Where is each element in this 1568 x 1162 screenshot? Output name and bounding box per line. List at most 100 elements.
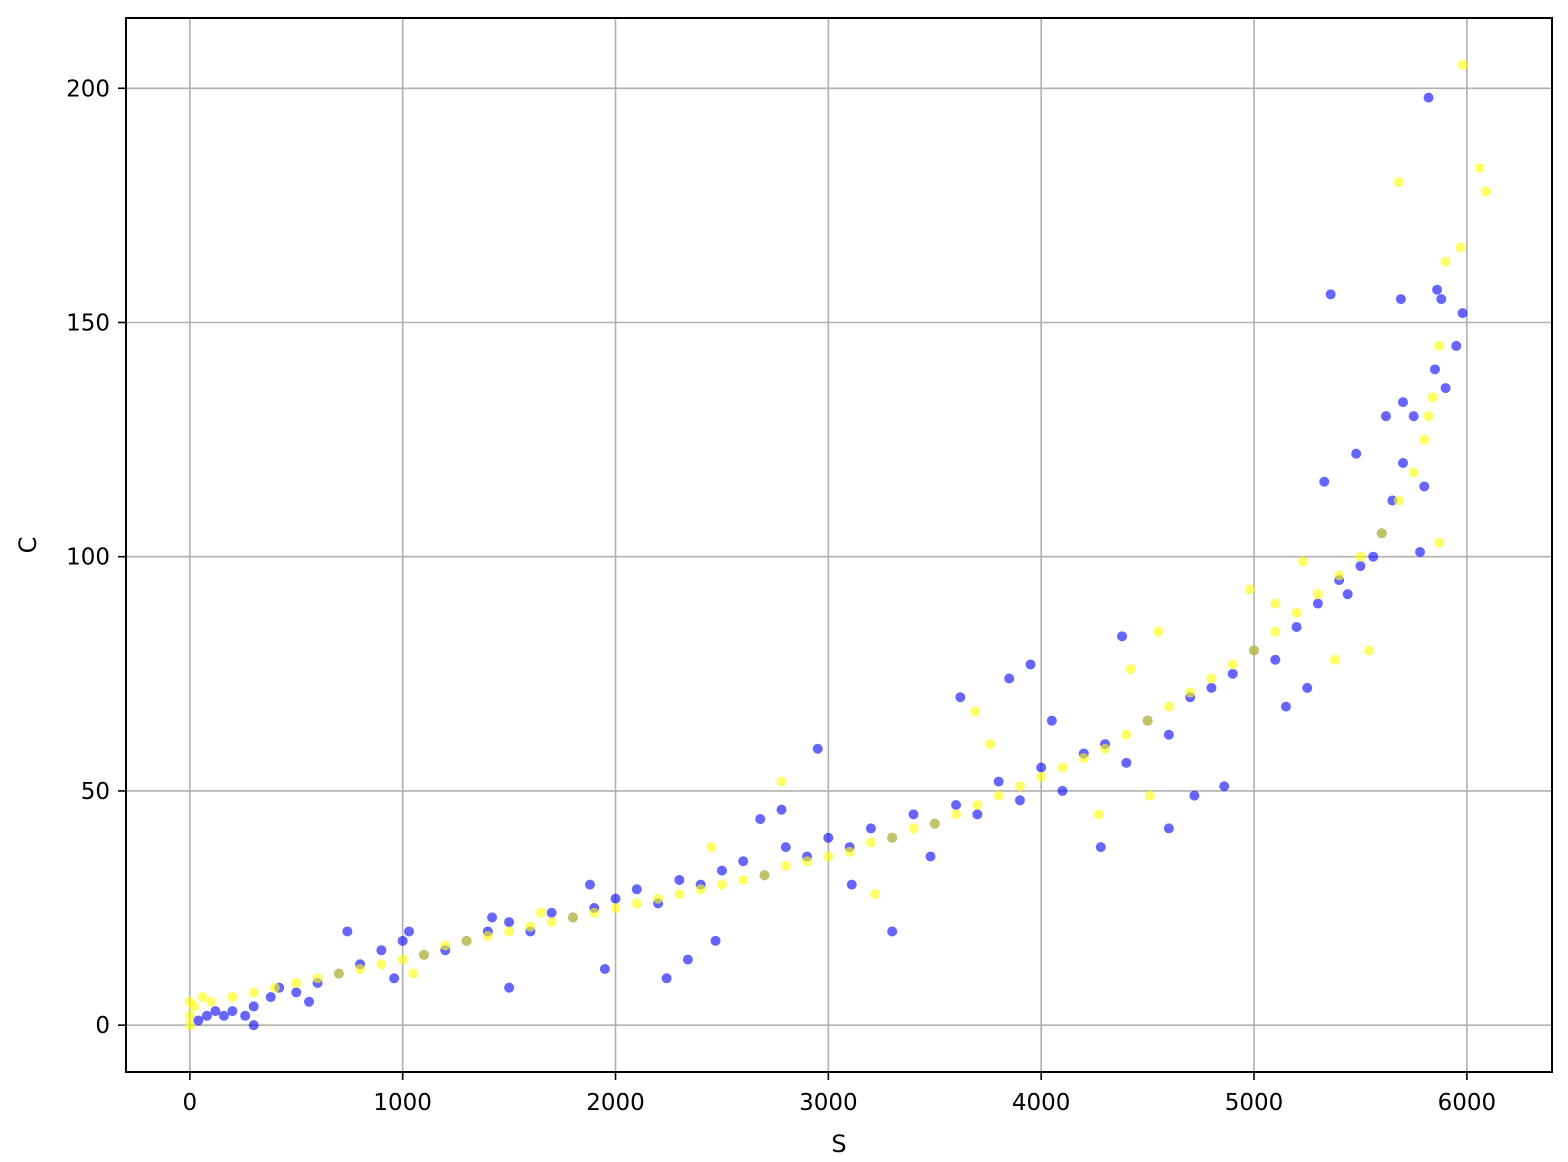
data-point-series-1 [1457,308,1468,319]
data-point-series-2 [504,926,515,937]
data-point-series-1 [1415,547,1426,558]
data-point-series-2 [1125,664,1136,675]
data-point-series-2 [1144,790,1155,801]
data-point-series-1 [780,842,791,853]
data-point-series-1 [1046,715,1057,726]
data-point-series-2 [844,846,855,857]
grid-lines [126,18,1552,1072]
data-point-series-1 [1227,668,1238,679]
data-point-series-1 [972,809,983,820]
data-point-series-1 [584,879,595,890]
data-point-series-1 [1117,631,1128,642]
x-tick-labels: 0 1000 2000 3000 4000 5000 6000 [183,1090,1497,1116]
data-point-series-1 [908,809,919,820]
data-point-series-2 [1185,687,1196,698]
data-point-series-1 [1014,795,1025,806]
data-point-series-2 [589,907,600,918]
data-point-series-2 [1078,753,1089,764]
data-point-series-1 [661,973,672,984]
data-point-series-1 [951,799,962,810]
data-point-series-1 [210,1006,221,1017]
data-point-series-1 [1095,842,1106,853]
data-point-series-2 [546,917,557,928]
data-point-series-1 [342,926,353,937]
data-point-series-2 [206,996,217,1007]
data-point-series-2 [1355,551,1366,562]
data-point-series-1 [1319,476,1330,487]
data-point-series-2 [985,739,996,750]
data-point-series-2 [1427,392,1438,403]
data-point-series-2 [674,888,685,899]
y-tick-label: 200 [66,76,110,102]
data-point-series-1 [710,935,721,946]
data-point-series-1 [504,917,515,928]
data-points [184,59,1492,1031]
data-point-series-1 [1219,781,1230,792]
plot-frame [125,17,1553,1073]
data-point-series-2 [929,818,940,829]
data-point-series-2 [482,931,493,942]
data-point-series-1 [1432,284,1443,295]
data-point-series-2 [1206,673,1217,684]
data-point-series-2 [1434,537,1445,548]
data-point-series-2 [248,987,259,998]
data-point-series-1 [1380,411,1391,422]
x-axis-label: S [831,1130,846,1158]
y-tick-label: 0 [95,1013,110,1039]
data-point-series-1 [1429,364,1440,375]
data-point-series-2 [695,884,706,895]
data-point-series-2 [1457,59,1468,70]
data-point-series-1 [1408,411,1419,422]
data-point-series-2 [269,982,280,993]
data-point-series-2 [567,912,578,923]
data-point-series-1 [1036,762,1047,773]
data-point-series-2 [1329,654,1340,665]
data-point-series-2 [1014,781,1025,792]
data-point-series-2 [1093,809,1104,820]
data-point-series-1 [1025,659,1036,670]
data-point-series-2 [970,706,981,717]
data-point-series-1 [240,1010,251,1021]
data-point-series-1 [218,1010,229,1021]
data-point-series-1 [776,804,787,815]
data-point-series-1 [955,692,966,703]
data-point-series-1 [812,743,823,754]
data-point-series-1 [993,776,1004,787]
data-point-series-2 [376,959,387,970]
data-point-series-1 [846,879,857,890]
data-point-series-1 [716,865,727,876]
data-point-series-1 [1398,397,1409,408]
data-point-series-2 [1153,626,1164,637]
data-point-series-1 [1302,682,1313,693]
data-point-series-2 [291,977,302,988]
data-point-series-1 [1163,823,1174,834]
y-tick-label: 50 [81,779,110,805]
data-point-series-2 [908,823,919,834]
x-tick-label: 0 [183,1090,198,1116]
data-point-series-2 [1291,607,1302,618]
data-point-series-2 [1393,495,1404,506]
x-tick-label: 3000 [799,1090,858,1116]
data-point-series-2 [1474,162,1485,173]
data-point-series-2 [610,903,621,914]
data-point-series-2 [355,963,366,974]
data-point-series-2 [759,870,770,881]
x-tick-label: 4000 [1012,1090,1071,1116]
data-point-series-1 [1351,448,1362,459]
data-point-series-2 [802,856,813,867]
data-point-series-1 [201,1010,212,1021]
x-tick-label: 2000 [586,1090,645,1116]
data-point-series-1 [674,874,685,885]
data-point-series-1 [1270,654,1281,665]
data-point-series-2 [653,893,664,904]
data-point-series-1 [291,987,302,998]
data-point-series-2 [312,973,323,984]
data-point-series-1 [1368,551,1379,562]
data-point-series-2 [1393,176,1404,187]
data-point-series-2 [333,968,344,979]
data-point-series-2 [1057,762,1068,773]
data-point-series-2 [823,851,834,862]
data-point-series-1 [925,851,936,862]
data-point-series-2 [408,968,419,979]
data-point-series-1 [1189,790,1200,801]
